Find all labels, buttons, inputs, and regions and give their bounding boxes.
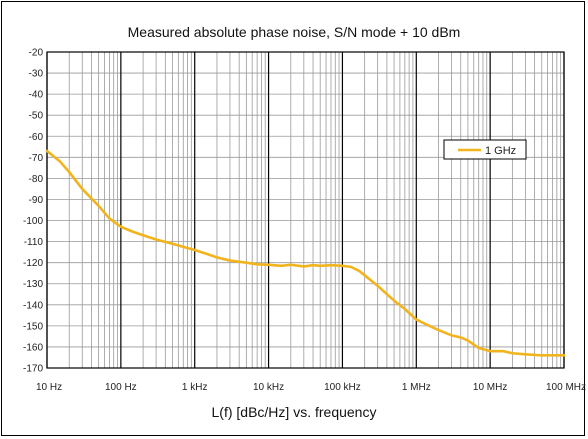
y-tick-label: -150 [23,321,43,332]
x-tick-labels: 10 Hz 100 Hz 1 kHz 10 kHz 100 kHz 1 MHz 10 MHz… [36,382,586,393]
x-tick-label: 10 Hz [36,382,62,393]
y-tick-label: -120 [23,258,43,269]
y-tick-label: -70 [29,153,44,164]
chart-title: Measured absolute phase noise, S/N mode … [127,24,461,40]
x-tick-label: 10 kHz [253,382,284,393]
y-tick-label: -110 [24,237,44,248]
y-tick-label: -30 [29,69,44,80]
y-tick-label: -170 [23,364,43,375]
y-tick-label: -140 [23,300,43,311]
x-tick-label: 1 kHz [182,382,208,393]
legend: 1 GHz [443,139,527,160]
series-line-1ghz [45,149,566,357]
series-layer [45,149,566,357]
y-tick-label: -20 [29,48,44,59]
y-tick-label: -160 [23,342,43,353]
x-tick-label: 10 MHz [473,382,507,393]
y-tick-labels: -20 -30 -40 -50 -60 -70 -80 -90 -100 -110 -120 -130… [23,48,43,375]
x-tick-label: 1 MHz [402,382,431,393]
x-tick-label: 100 MHz [546,382,586,393]
major-grid [46,51,565,369]
y-tick-label: -130 [23,279,43,290]
y-tick-label: -90 [29,195,44,206]
y-tick-label: -50 [29,111,44,122]
minor-grid [47,51,564,369]
y-tick-label: -60 [29,132,44,143]
y-tick-label: -100 [23,216,43,227]
x-axis-label: L(f) [dBc/Hz] vs. frequency [211,404,377,420]
y-tick-label: -80 [29,174,44,185]
y-tick-label: -40 [29,90,44,101]
x-tick-label: 100 kHz [324,382,361,393]
legend-box [443,139,527,160]
x-tick-label: 100 Hz [105,382,137,393]
legend-label: 1 GHz [485,145,516,157]
plot-area-border [46,51,565,369]
